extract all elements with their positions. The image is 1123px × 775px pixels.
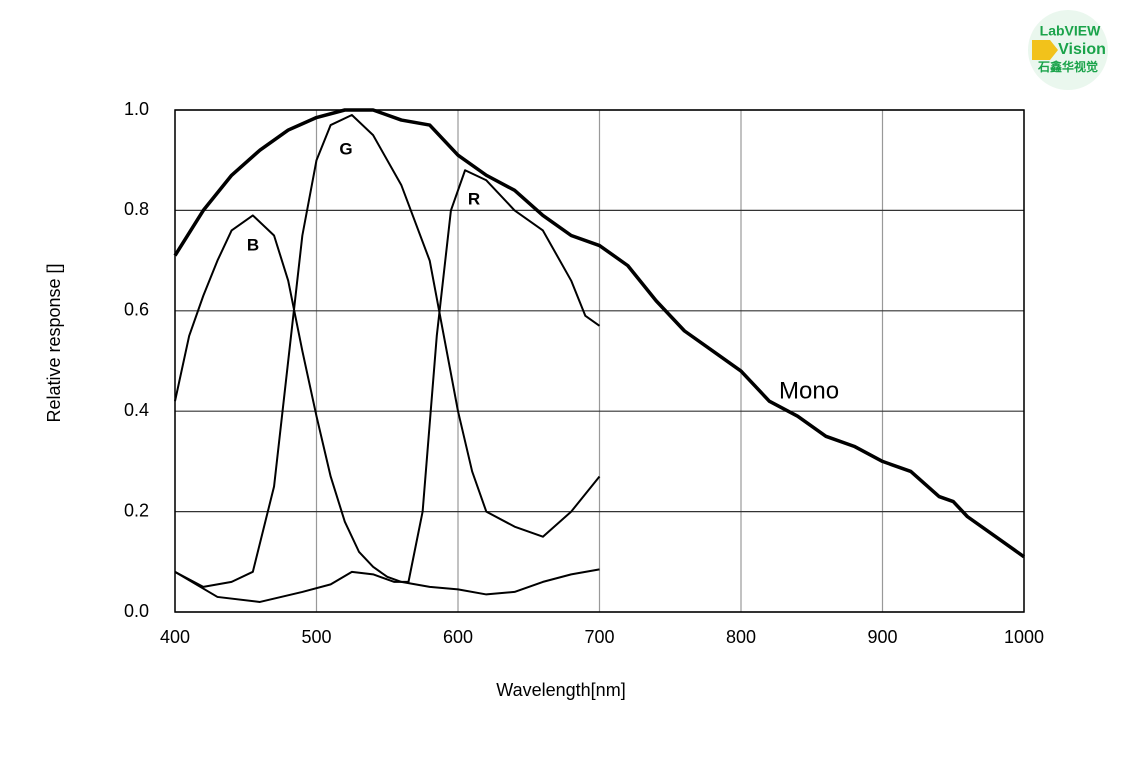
y-tick-label: 1.0 [124, 99, 149, 119]
y-tick-label: 0.6 [124, 300, 149, 320]
plot-frame [174, 109, 1025, 613]
logo-arrow [1032, 40, 1058, 60]
x-tick-label: 900 [867, 627, 897, 647]
y-axis-title: Relative response [] [44, 263, 64, 422]
line-series [174, 169, 601, 603]
series-label: G [339, 139, 352, 158]
line-series [174, 114, 601, 588]
line-series [173, 108, 1026, 559]
series-label: Mono [779, 377, 839, 404]
logo-text: LabVIEW [1040, 23, 1101, 39]
x-tick-label: 700 [584, 627, 614, 647]
x-tick-label: 600 [443, 627, 473, 647]
series-label: B [247, 235, 259, 254]
x-tick-label: 400 [160, 627, 190, 647]
line-series [174, 214, 600, 596]
x-tick-label: 800 [726, 627, 756, 647]
x-tick-label: 1000 [1004, 627, 1044, 647]
y-tick-label: 0.2 [124, 500, 149, 520]
y-tick-label: 0.0 [124, 601, 149, 621]
y-tick-label: 0.4 [124, 400, 149, 420]
series-label: R [468, 189, 480, 208]
logo-badge [1028, 10, 1108, 90]
logo-text: Vision [1058, 41, 1106, 58]
logo-text: 石鑫华视觉 [1037, 59, 1098, 74]
x-axis-title: Wavelength[nm] [496, 680, 625, 700]
x-tick-label: 500 [301, 627, 331, 647]
y-tick-label: 0.8 [124, 199, 149, 219]
